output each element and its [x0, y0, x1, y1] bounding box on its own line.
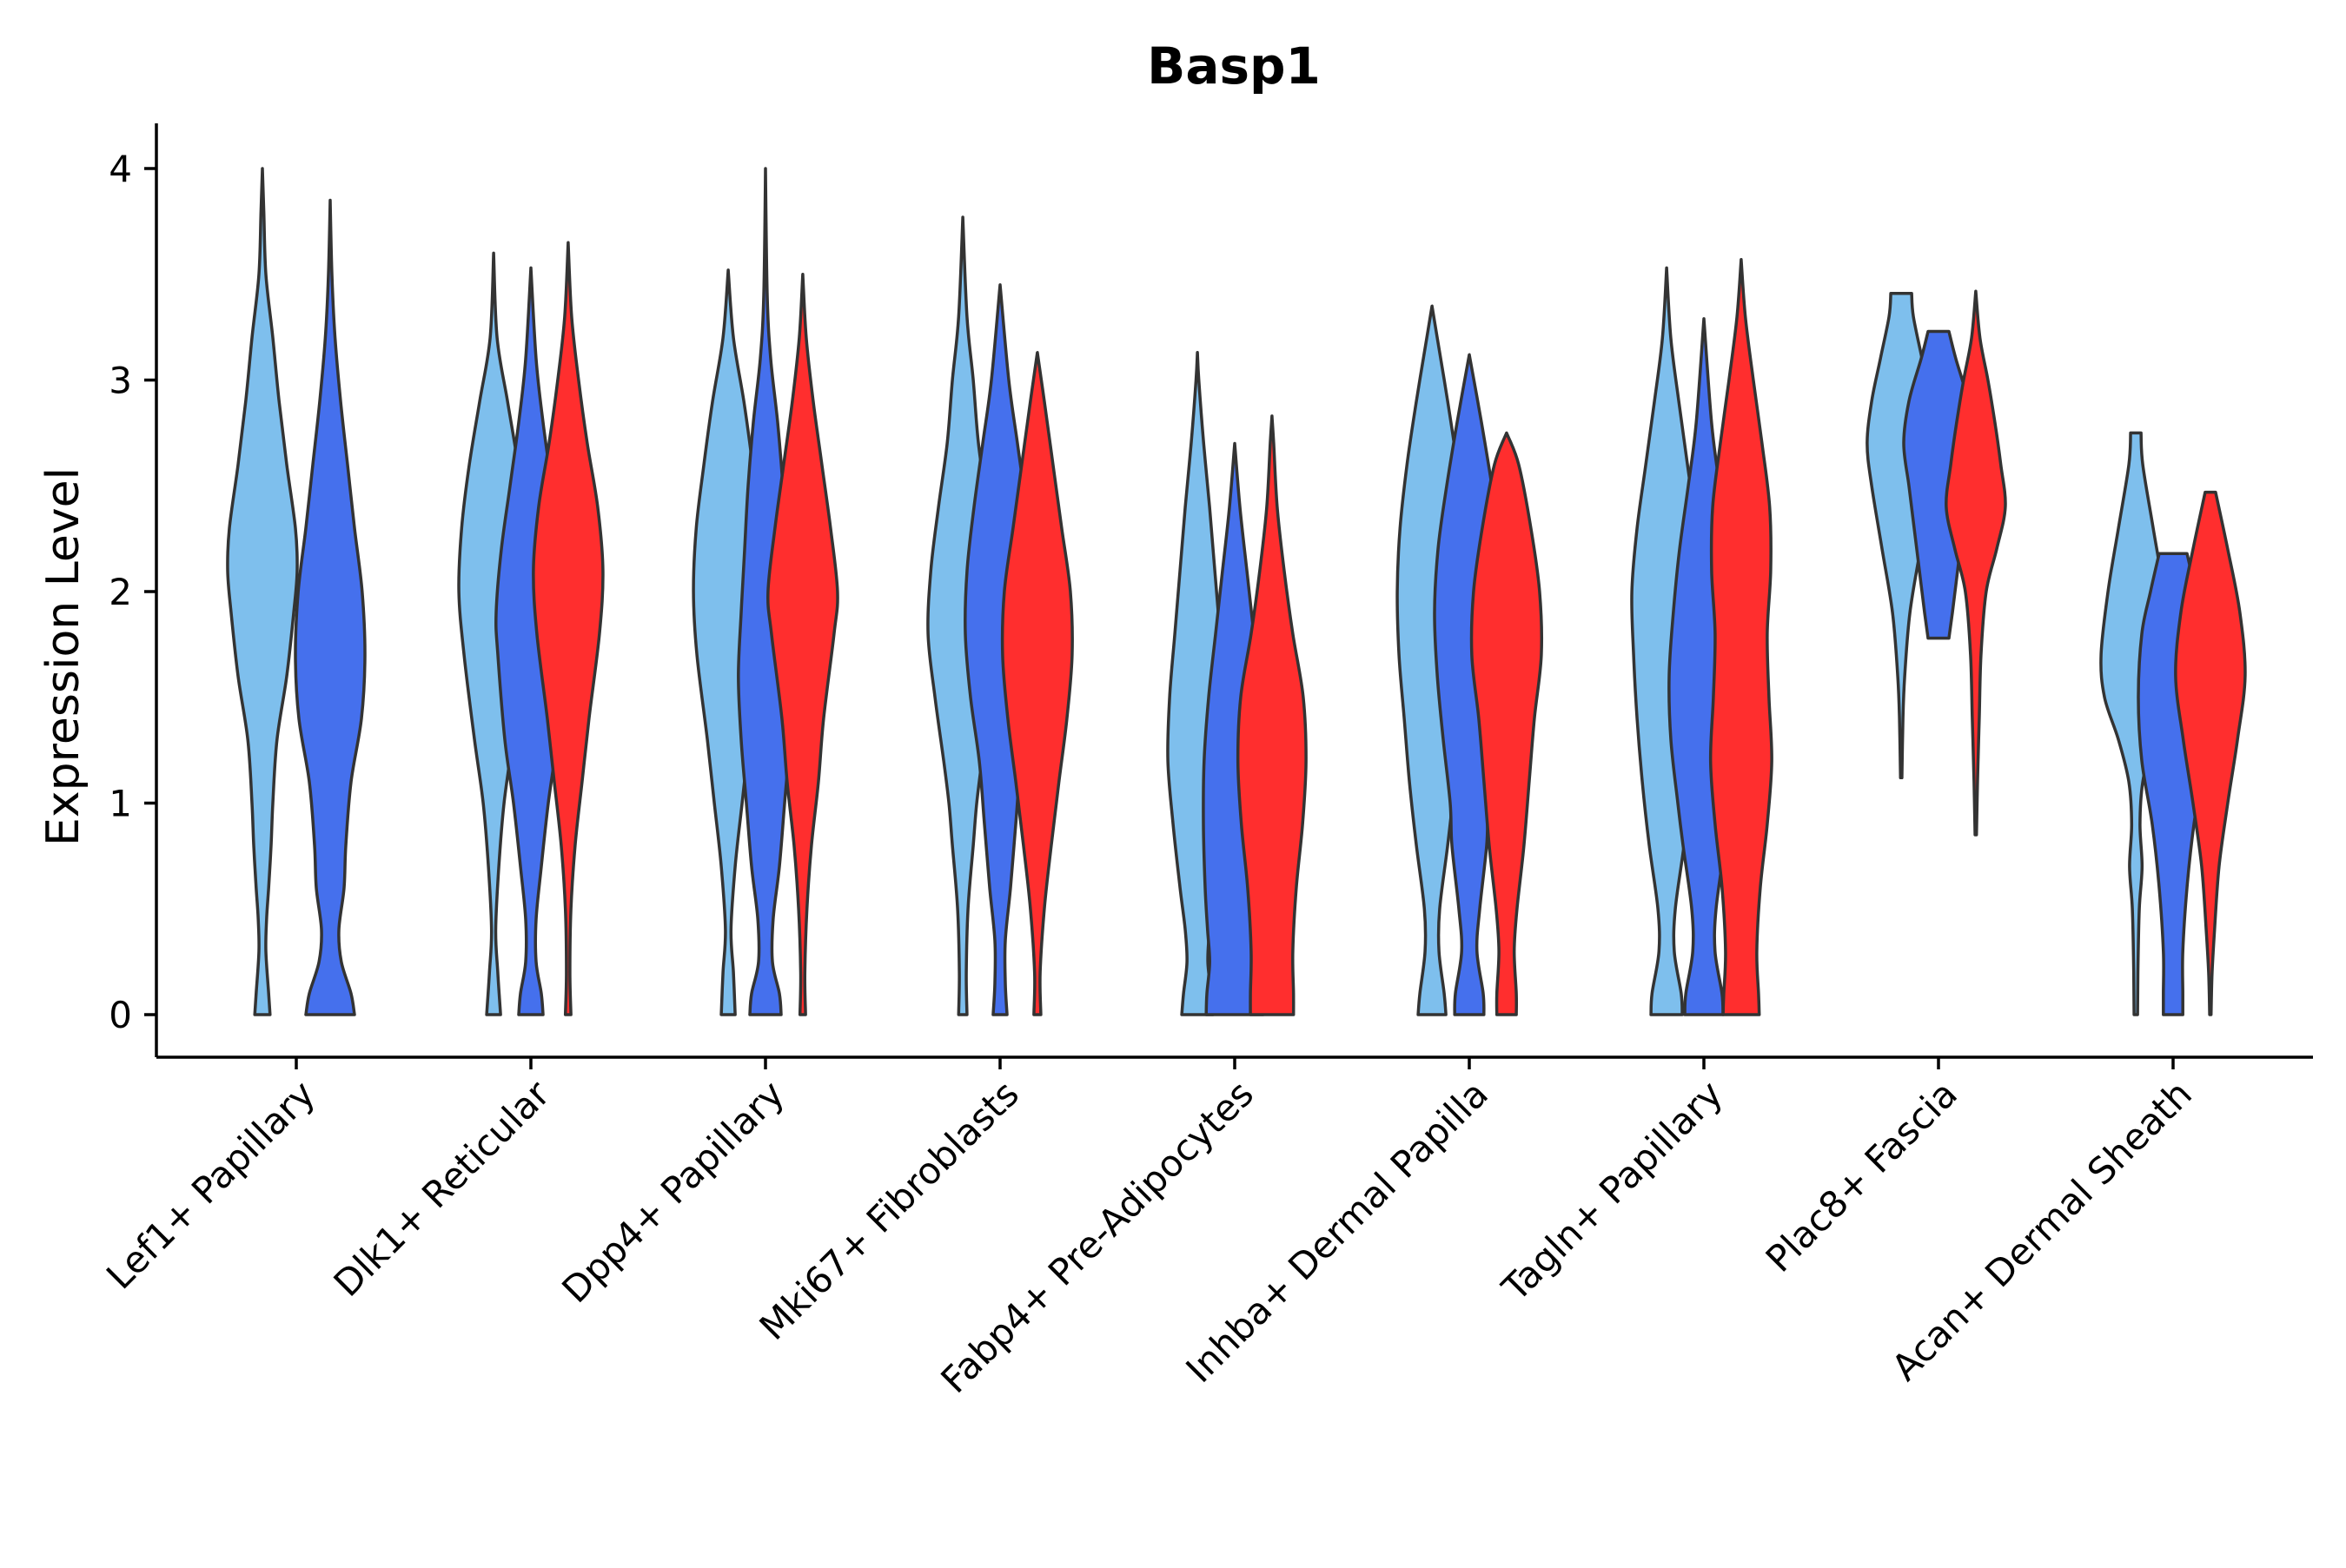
violin-royal-blue [737, 167, 794, 1016]
x-tick-label: Tagln+ Papillary [1494, 1072, 1731, 1309]
violin-red [1236, 414, 1308, 1016]
x-tick-label: Dpp4+ Papillary [553, 1072, 792, 1311]
violin-light-blue [926, 215, 1000, 1016]
y-tick-label: 1 [109, 783, 132, 825]
y-axis-label: Expression Level [37, 467, 89, 846]
violin-red [1708, 257, 1773, 1016]
violin-royal-blue [494, 266, 567, 1016]
y-tick-label: 4 [109, 148, 132, 190]
violin-light-blue [692, 268, 765, 1016]
x-tick-label: Dlk1+ Reticular [326, 1072, 559, 1305]
y-tick-label: 0 [109, 994, 132, 1036]
y-ticks-group: 0 1 2 3 4 [109, 148, 156, 1036]
violin-red [2174, 490, 2247, 1016]
x-tick-label: Mki67+ Fibroblasts [752, 1072, 1027, 1347]
violin-red [766, 273, 839, 1016]
violin-royal-blue [964, 283, 1037, 1016]
violin-royal-blue [294, 198, 367, 1016]
violin-light-blue [457, 251, 530, 1016]
violin-red [1945, 289, 2007, 837]
violin-red [1469, 431, 1544, 1016]
y-tick-label: 2 [109, 571, 132, 613]
violin-red [532, 241, 605, 1016]
y-tick-label: 3 [109, 360, 132, 402]
chart-title: Basp1 [1147, 36, 1321, 96]
x-tick-label: Lef1+ Papillary [98, 1072, 323, 1297]
violins-group [226, 167, 2247, 1016]
violin-light-blue [226, 167, 299, 1016]
violin-red [1000, 351, 1074, 1016]
x-tick-label: Plac8+ Fascia [1758, 1072, 1965, 1280]
